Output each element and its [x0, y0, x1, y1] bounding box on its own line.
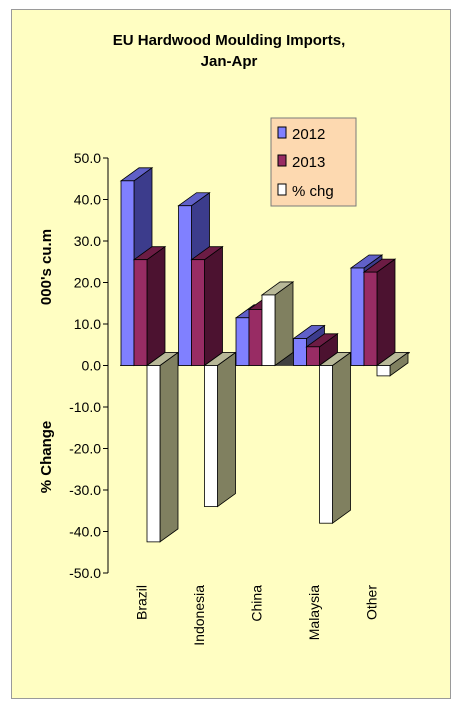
x-category-label: China: [249, 585, 265, 622]
legend: 2012 2013 % chg: [270, 117, 357, 207]
y-tick-label: 30.0: [74, 233, 101, 249]
y-tick-label: -40.0: [69, 524, 101, 540]
bar-pct-chg-indonesia: [204, 365, 218, 508]
bar-2013-indonesia: [191, 259, 205, 366]
y-tick-label: 20.0: [74, 275, 101, 291]
legend-swatch-2013: [277, 154, 287, 167]
bar-pct-chg-china-side: [274, 281, 294, 367]
y-tick-label: 10.0: [74, 316, 101, 332]
y-tick-label: -20.0: [69, 441, 101, 457]
bar-2012-brazil: [120, 180, 135, 366]
legend-swatch-pct-chg: [277, 183, 287, 196]
legend-label-pct-chg: % chg: [292, 183, 334, 200]
x-category-label: Other: [364, 585, 380, 620]
bar-pct-chg-brazil: [146, 365, 161, 543]
y-tick-label: 50.0: [74, 150, 101, 166]
bar-2013-other-side: [376, 258, 396, 367]
bar-2013-indonesia-side: [204, 245, 223, 367]
y-tick-label: 0.0: [82, 358, 102, 374]
bar-2013-other: [363, 271, 378, 366]
bar-pct-chg-indonesia-side: [217, 351, 236, 508]
x-category-label: Indonesia: [191, 585, 207, 646]
y-tick-label: -30.0: [69, 482, 101, 498]
chart-title-line-1: EU Hardwood Moulding Imports,: [113, 32, 346, 49]
x-category-label: Brazil: [134, 585, 150, 620]
legend-label-2013: 2013: [292, 154, 325, 171]
bar-2013-brazil: [133, 259, 148, 366]
bar-2012-malaysia: [293, 338, 307, 366]
bar-2012-indonesia: [178, 205, 192, 366]
bar-2012-other: [350, 267, 365, 366]
y-tick-label: 40.0: [74, 192, 101, 208]
y-tick-label: -10.0: [69, 399, 101, 415]
bar-pct-chg-malaysia-side: [332, 351, 351, 524]
bar-2013-malaysia: [306, 346, 320, 366]
bar-pct-chg-malaysia: [319, 365, 333, 524]
bar-pct-chg-other: [376, 365, 391, 377]
bar-pct-chg-china: [261, 294, 276, 366]
legend-label-2012: 2012: [292, 126, 325, 143]
x-category-label: Malaysia: [306, 585, 322, 640]
chart-title-line-2: Jan-Apr: [201, 53, 258, 70]
y-tick-label: -50.0: [69, 565, 101, 581]
bar-pct-chg-brazil-side: [159, 351, 179, 543]
bar-2013-china: [248, 309, 263, 366]
bar-2013-brazil-side: [146, 245, 166, 367]
y-axis-title-top: 000's cu.m: [38, 229, 55, 305]
bar-2012-china: [235, 317, 250, 366]
y-axis-title-bottom: % Change: [38, 421, 55, 494]
legend-swatch-2012: [277, 126, 287, 139]
